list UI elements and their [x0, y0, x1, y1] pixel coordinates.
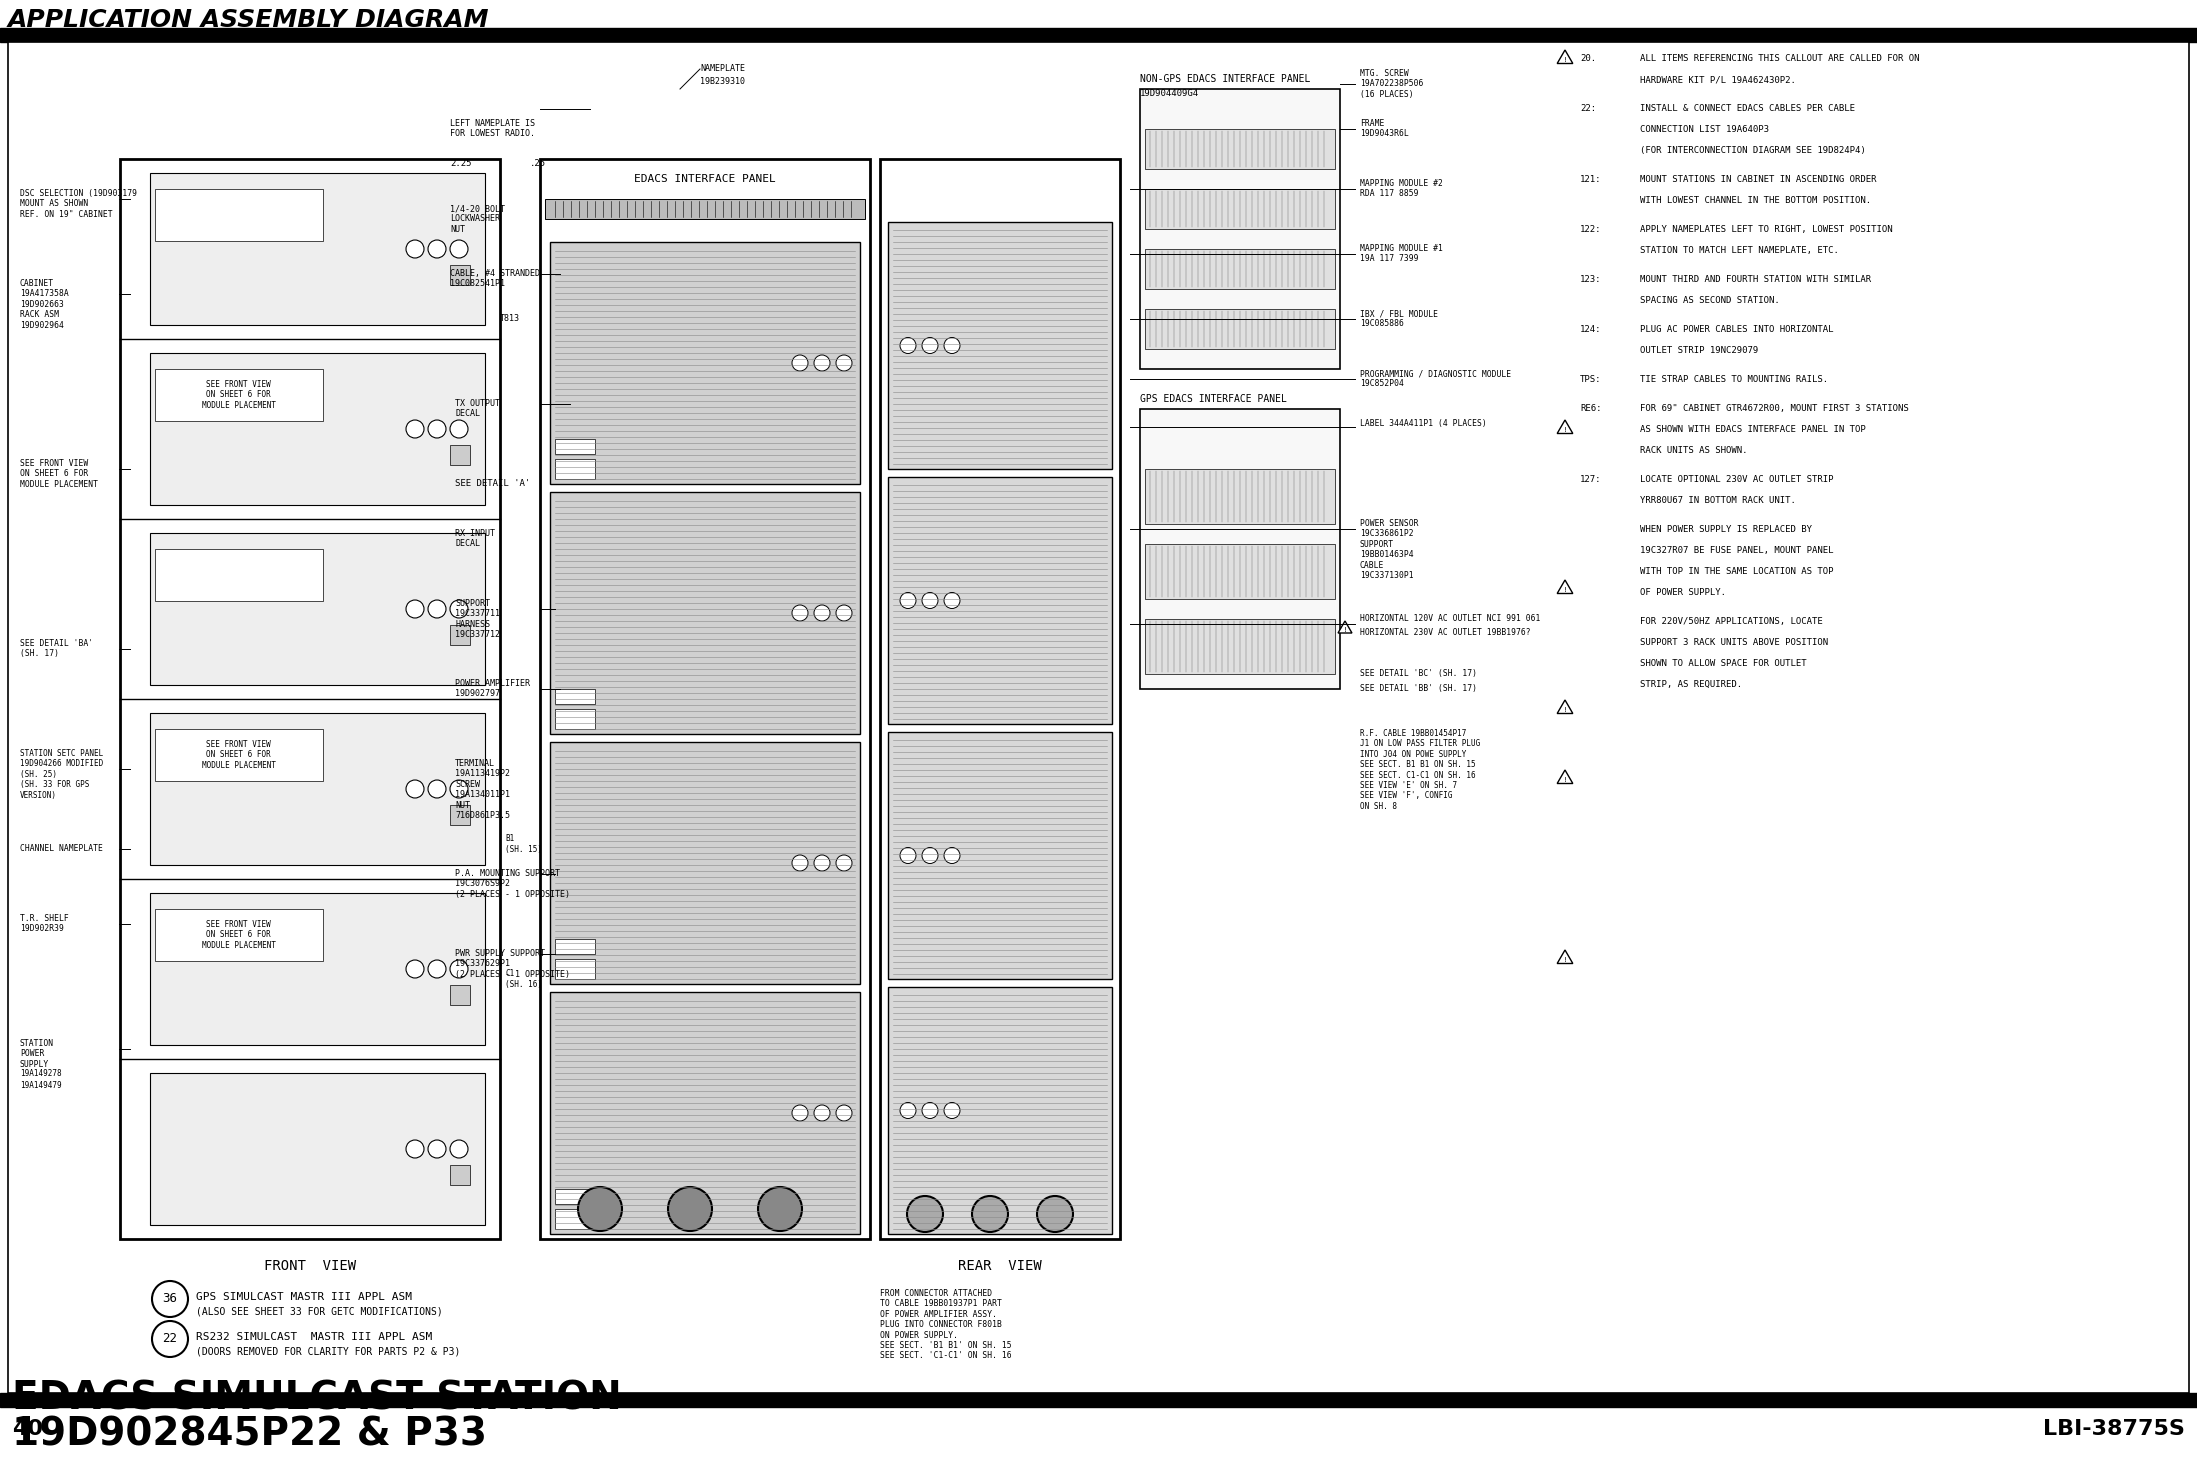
Text: STATION SETC PANEL
19D904266 MODIFIED
(SH. 25)
(SH. 33 FOR GPS
VERSION): STATION SETC PANEL 19D904266 MODIFIED (S… [20, 749, 103, 799]
Bar [149, 1074, 486, 1225]
Text: OF POWER SUPPLY.: OF POWER SUPPLY. [1639, 588, 1727, 596]
Text: (DOORS REMOVED FOR CLARITY FOR PARTS P2 & P3): (DOORS REMOVED FOR CLARITY FOR PARTS P2 … [196, 1346, 461, 1356]
Bar [450, 805, 470, 826]
Text: SEE FRONT VIEW
ON SHEET 6 FOR
MODULE PLACEMENT: SEE FRONT VIEW ON SHEET 6 FOR MODULE PLA… [202, 740, 277, 770]
Circle shape [406, 1140, 424, 1158]
Text: RACK UNITS AS SHOWN.: RACK UNITS AS SHOWN. [1639, 447, 1747, 455]
Circle shape [428, 239, 446, 259]
Circle shape [428, 1140, 446, 1158]
Text: HORIZONTAL 120V AC OUTLET NCI 991 061: HORIZONTAL 120V AC OUTLET NCI 991 061 [1360, 614, 1540, 623]
Text: MTG. SCREW
19A702238P506
(16 PLACES): MTG. SCREW 19A702238P506 (16 PLACES) [1360, 69, 1424, 98]
Text: CONNECTION LIST 19A640P3: CONNECTION LIST 19A640P3 [1639, 125, 1769, 134]
Text: GPS EDACS INTERFACE PANEL: GPS EDACS INTERFACE PANEL [1140, 394, 1287, 404]
Bar [888, 477, 1112, 724]
Text: !: ! [1564, 777, 1566, 783]
Bar [450, 445, 470, 466]
Text: STATION
POWER
SUPPLY: STATION POWER SUPPLY [20, 1039, 55, 1069]
Text: PLUG AC POWER CABLES INTO HORIZONTAL: PLUG AC POWER CABLES INTO HORIZONTAL [1639, 325, 1834, 333]
Text: FRONT  VIEW: FRONT VIEW [264, 1259, 356, 1274]
Text: FOR 220V/50HZ APPLICATIONS, LOCATE: FOR 220V/50HZ APPLICATIONS, LOCATE [1639, 617, 1824, 626]
Text: SUPPORT 3 RACK UNITS ABOVE POSITION: SUPPORT 3 RACK UNITS ABOVE POSITION [1639, 638, 1828, 646]
Circle shape [406, 599, 424, 618]
Bar [156, 729, 323, 782]
Circle shape [450, 780, 468, 798]
Text: !: ! [1345, 627, 1347, 633]
Circle shape [901, 592, 916, 608]
Bar [156, 548, 323, 601]
Polygon shape [1558, 50, 1573, 63]
Text: !: ! [1564, 427, 1566, 433]
Text: 1/4-20 BOLT
LOCKWASHER
NUT: 1/4-20 BOLT LOCKWASHER NUT [450, 204, 505, 234]
Text: !: ! [1564, 588, 1566, 593]
Circle shape [945, 848, 960, 864]
Bar [149, 893, 486, 1044]
Circle shape [815, 855, 830, 871]
Text: STATION TO MATCH LEFT NAMEPLATE, ETC.: STATION TO MATCH LEFT NAMEPLATE, ETC. [1639, 245, 1839, 256]
Bar [1145, 190, 1336, 229]
Text: !: ! [1564, 57, 1566, 63]
Circle shape [837, 355, 852, 372]
Circle shape [406, 961, 424, 978]
Text: (FOR INTERCONNECTION DIAGRAM SEE 19D824P4): (FOR INTERCONNECTION DIAGRAM SEE 19D824P… [1639, 145, 1865, 156]
Circle shape [815, 355, 830, 372]
Text: WITH LOWEST CHANNEL IN THE BOTTOM POSITION.: WITH LOWEST CHANNEL IN THE BOTTOM POSITI… [1639, 195, 1872, 206]
Circle shape [152, 1281, 189, 1318]
Circle shape [450, 420, 468, 438]
Bar [0, 28, 2197, 43]
Bar [1145, 469, 1336, 524]
Circle shape [450, 1140, 468, 1158]
Bar [149, 533, 486, 685]
Circle shape [945, 592, 960, 608]
Bar [156, 188, 323, 241]
Text: HARDWARE KIT P/L 19A462430P2.: HARDWARE KIT P/L 19A462430P2. [1639, 75, 1795, 84]
Text: LBI-38775S: LBI-38775S [2043, 1419, 2186, 1440]
Text: .25: .25 [529, 159, 547, 167]
Text: 20.: 20. [1580, 54, 1597, 63]
Text: 123:: 123: [1580, 275, 1602, 284]
Bar [450, 986, 470, 1005]
Circle shape [450, 239, 468, 259]
Circle shape [923, 848, 938, 864]
Text: B1
(SH. 15): B1 (SH. 15) [505, 834, 543, 853]
Text: 127:: 127: [1580, 474, 1602, 483]
Text: PWR SUPPLY SUPPORT
19C337629P1
(2 PLACES - 1 OPPOSITE): PWR SUPPLY SUPPORT 19C337629P1 (2 PLACES… [455, 949, 569, 978]
Bar [1145, 544, 1336, 599]
Circle shape [428, 420, 446, 438]
Circle shape [406, 420, 424, 438]
Text: SEE DETAIL 'BA'
(SH. 17): SEE DETAIL 'BA' (SH. 17) [20, 639, 92, 658]
Text: IBX / FBL MODULE
19C085886: IBX / FBL MODULE 19C085886 [1360, 308, 1439, 329]
Bar [1145, 618, 1336, 674]
Bar [545, 198, 866, 219]
Text: SUPPORT
19C337711
HARNESS
19C337712: SUPPORT 19C337711 HARNESS 19C337712 [455, 599, 501, 639]
Text: TPS:: TPS: [1580, 375, 1602, 383]
Text: P.A. MOUNTING SUPPORT
19C3076S9P2
(2 PLACES - 1 OPPOSITE): P.A. MOUNTING SUPPORT 19C3076S9P2 (2 PLA… [455, 870, 569, 899]
Bar [556, 1209, 595, 1230]
Text: 19C327R07 BE FUSE PANEL, MOUNT PANEL: 19C327R07 BE FUSE PANEL, MOUNT PANEL [1639, 546, 1834, 555]
Text: T.R. SHELF
19D902R39: T.R. SHELF 19D902R39 [20, 914, 68, 933]
Text: TX OUTPUT
DECAL: TX OUTPUT DECAL [455, 400, 501, 419]
Bar [549, 992, 859, 1234]
Text: WHEN POWER SUPPLY IS REPLACED BY: WHEN POWER SUPPLY IS REPLACED BY [1639, 524, 1813, 535]
Text: EDACS SIMULCAST STATION: EDACS SIMULCAST STATION [11, 1379, 622, 1418]
Bar [549, 242, 859, 483]
Text: FOR 69" CABINET GTR4672R00, MOUNT FIRST 3 STATIONS: FOR 69" CABINET GTR4672R00, MOUNT FIRST … [1639, 404, 1909, 413]
Bar [556, 710, 595, 729]
Text: WITH TOP IN THE SAME LOCATION AS TOP: WITH TOP IN THE SAME LOCATION AS TOP [1639, 567, 1834, 576]
Text: PROGRAMMING / DIAGNOSTIC MODULE
19C852P04: PROGRAMMING / DIAGNOSTIC MODULE 19C852P0… [1360, 369, 1512, 388]
Polygon shape [1338, 621, 1351, 633]
Bar [156, 908, 323, 961]
Bar [1145, 250, 1336, 289]
Text: 121:: 121: [1580, 175, 1602, 184]
Text: (ALSO SEE SHEET 33 FOR GETC MODIFICATIONS): (ALSO SEE SHEET 33 FOR GETC MODIFICATION… [196, 1306, 444, 1316]
Circle shape [971, 1196, 1008, 1232]
Text: HORIZONTAL 230V AC OUTLET 19BB1976?: HORIZONTAL 230V AC OUTLET 19BB1976? [1360, 629, 1531, 638]
Text: RS232 SIMULCAST  MASTR III APPL ASM: RS232 SIMULCAST MASTR III APPL ASM [196, 1332, 433, 1343]
Text: REAR  VIEW: REAR VIEW [958, 1259, 1041, 1274]
Circle shape [428, 599, 446, 618]
Text: CHANNEL NAMEPLATE: CHANNEL NAMEPLATE [20, 845, 103, 853]
Text: NON-GPS EDACS INTERFACE PANEL: NON-GPS EDACS INTERFACE PANEL [1140, 73, 1309, 84]
Bar [149, 173, 486, 325]
Circle shape [791, 605, 808, 621]
Text: SPACING AS SECOND STATION.: SPACING AS SECOND STATION. [1639, 295, 1780, 306]
Bar [450, 624, 470, 645]
